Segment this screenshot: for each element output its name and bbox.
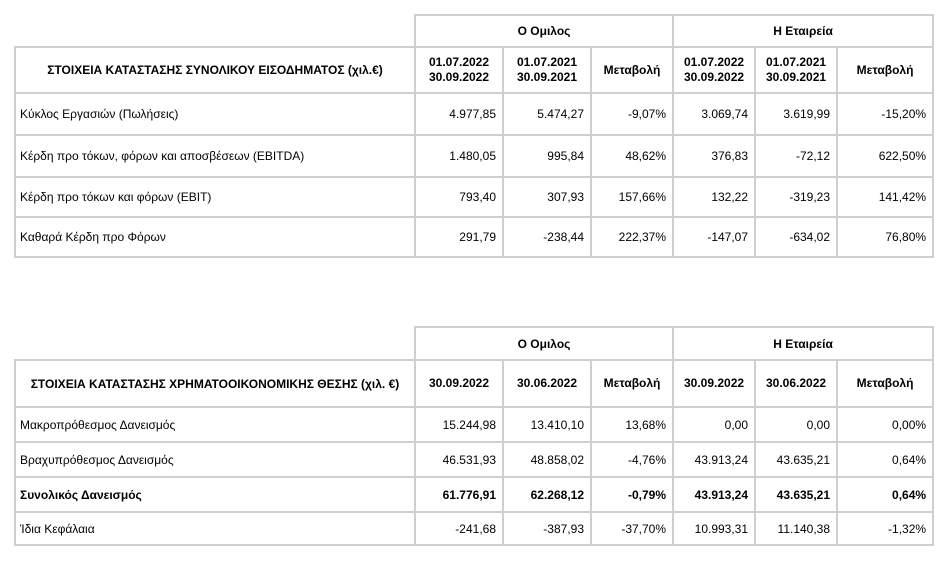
table-cell: 3.069,74 (672, 92, 757, 136)
table-cell: 11.140,38 (754, 511, 839, 546)
table-cell: 4.977,85 (414, 92, 504, 136)
table-cell: 5.474,27 (502, 92, 592, 136)
table-cell: -634,02 (754, 216, 839, 258)
table-cell: 61.776,91 (414, 476, 504, 513)
table-cell: 141,42% (836, 176, 935, 218)
company-header: Η Εταιρεία (672, 14, 935, 48)
table-cell: -241,68 (414, 511, 504, 546)
table-cell: 48,62% (589, 134, 675, 178)
row-label: Κύκλος Εργασιών (Πωλήσεις) (14, 92, 416, 136)
table-cell: 10.993,31 (672, 511, 757, 546)
column-header: 30.06.2022 (754, 359, 839, 408)
row-label: Βραχυπρόθεσμος Δανεισμός (14, 441, 416, 478)
table-cell: 622,50% (836, 134, 935, 178)
group-header: Ο Ομιλος (413, 326, 675, 361)
table-row: Κέρδη προ τόκων και φόρων (EBIT) 793,40 … (14, 176, 935, 218)
table-cell: 43.635,21 (754, 441, 839, 478)
column-header: 30.09.2022 (414, 359, 504, 408)
table-cell: -72,12 (754, 134, 839, 178)
table-title: ΣΤΟΙΧΕΙΑ ΚΑΤΑΣΤΑΣΗΣ ΣΥΝΟΛΙΚΟΥ ΕΙΣΟΔΗΜΑΤΟ… (14, 46, 416, 94)
table-cell: 0,00% (836, 406, 935, 443)
table-cell: 62.268,12 (502, 476, 592, 513)
table-cell: 0,00 (754, 406, 839, 443)
table-title: ΣΤΟΙΧΕΙΑ ΚΑΤΑΣΤΑΣΗΣ ΧΡΗΜΑΤΟΟΙΚΟΝΟΜΙΚΗΣ Θ… (14, 359, 416, 408)
table-cell: 46.531,93 (414, 441, 504, 478)
table-cell: -238,44 (502, 216, 592, 258)
row-label: Κέρδη προ τόκων και φόρων (EBIT) (14, 176, 416, 218)
table-cell: 3.619,99 (754, 92, 839, 136)
table-cell: 13.410,10 (502, 406, 592, 443)
row-label: Μακροπρόθεσμος Δανεισμός (14, 406, 416, 443)
column-header: 01.07.2021 30.09.2021 (502, 46, 592, 94)
column-header: 30.06.2022 (502, 359, 592, 408)
table-cell: 0,64% (836, 441, 935, 478)
table-cell: 132,22 (672, 176, 757, 218)
table-cell: 15.244,98 (414, 406, 504, 443)
column-header: 01.07.2022 30.09.2022 (672, 46, 757, 94)
table-cell: 0,64% (836, 476, 935, 513)
balance-table: Ο Ομιλος Η Εταιρεία ΣΤΟΙΧΕΙΑ ΚΑΤΑΣΤΑΣΗΣ … (14, 326, 935, 546)
table-cell: 0,00 (672, 406, 757, 443)
table-cell: 43.635,21 (754, 476, 839, 513)
table-cell: -15,20% (836, 92, 935, 136)
table-cell: 793,40 (414, 176, 504, 218)
table-row: Κέρδη προ τόκων, φόρων και αποσβέσεων (E… (14, 134, 935, 178)
table-row: Βραχυπρόθεσμος Δανεισμός 46.531,93 48.85… (14, 441, 935, 478)
column-header: 30.09.2022 (672, 359, 757, 408)
table-cell: -387,93 (502, 511, 592, 546)
table-cell: 307,93 (502, 176, 592, 218)
group-header: Ο Ομιλος (413, 14, 675, 48)
row-label: Ίδια Κεφάλαια (14, 511, 416, 546)
table-cell: -147,07 (672, 216, 757, 258)
table-cell: 1.480,05 (414, 134, 504, 178)
table-cell: 291,79 (414, 216, 504, 258)
table-cell: 376,83 (672, 134, 757, 178)
table-cell: -4,76% (589, 441, 675, 478)
table-cell: 76,80% (836, 216, 935, 258)
table-cell: 43.913,24 (672, 441, 757, 478)
table-row: Κύκλος Εργασιών (Πωλήσεις) 4.977,85 5.47… (14, 92, 935, 136)
column-header: 01.07.2021 30.09.2021 (754, 46, 839, 94)
income-table: Ο Ομιλος Η Εταιρεία ΣΤΟΙΧΕΙΑ ΚΑΤΑΣΤΑΣΗΣ … (14, 14, 935, 258)
table-cell: -0,79% (589, 476, 675, 513)
table-row: Μακροπρόθεσμος Δανεισμός 15.244,98 13.41… (14, 406, 935, 443)
table-row: Καθαρά Κέρδη προ Φόρων 291,79 -238,44 22… (14, 216, 935, 258)
table-cell: 157,66% (589, 176, 675, 218)
table-cell: -9,07% (589, 92, 675, 136)
table-row: Ίδια Κεφάλαια -241,68 -387,93 -37,70% 10… (14, 511, 935, 546)
company-header: Η Εταιρεία (672, 326, 935, 361)
column-header: 01.07.2022 30.09.2022 (414, 46, 504, 94)
column-header: Μεταβολή (589, 359, 675, 408)
table-cell: 995,84 (502, 134, 592, 178)
table-cell: 222,37% (589, 216, 675, 258)
column-header: Μεταβολή (836, 359, 935, 408)
table-cell: 48.858,02 (502, 441, 592, 478)
row-label: Καθαρά Κέρδη προ Φόρων (14, 216, 416, 258)
row-label: Συνολικός Δανεισμός (14, 476, 416, 513)
table-cell: 13,68% (589, 406, 675, 443)
table-cell: -37,70% (589, 511, 675, 546)
column-header: Μεταβολή (836, 46, 935, 94)
table-cell: -319,23 (754, 176, 839, 218)
table-row-total: Συνολικός Δανεισμός 61.776,91 62.268,12 … (14, 476, 935, 513)
row-label: Κέρδη προ τόκων, φόρων και αποσβέσεων (E… (14, 134, 416, 178)
column-header: Μεταβολή (589, 46, 675, 94)
table-cell: -1,32% (836, 511, 935, 546)
table-cell: 43.913,24 (672, 476, 757, 513)
